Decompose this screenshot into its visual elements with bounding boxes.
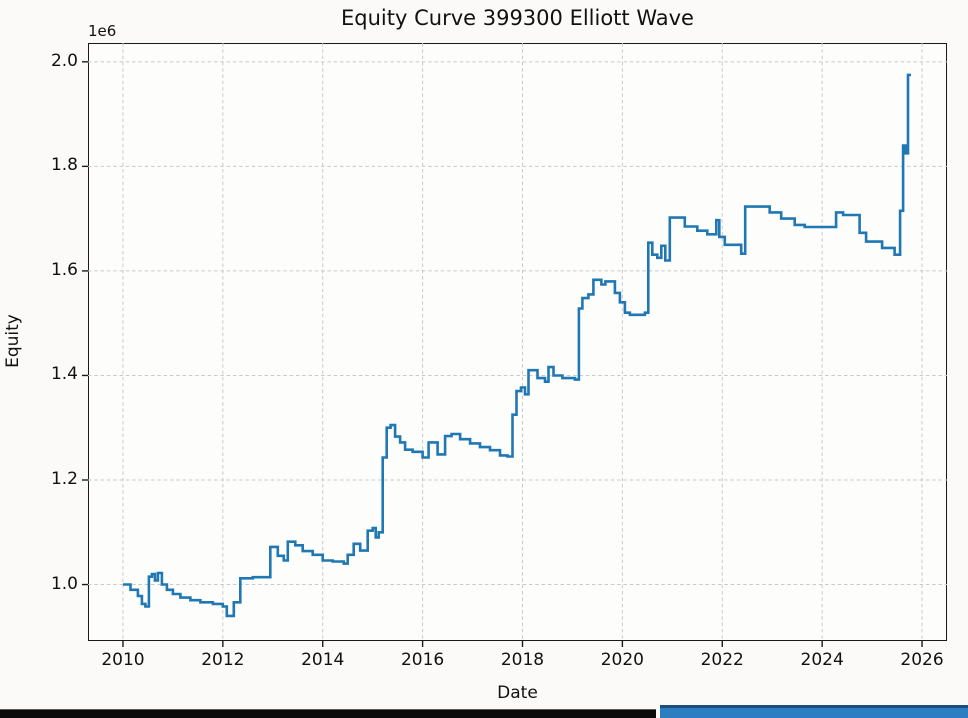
background-window-strip-right[interactable] xyxy=(660,705,968,718)
background-window-strip-left[interactable] xyxy=(0,709,656,718)
x-tick-label: 2010 xyxy=(101,650,145,670)
y-axis-offset-label: 1e6 xyxy=(88,22,117,40)
y-tick-label: 1.0 xyxy=(50,573,78,594)
y-tick-label: 1.6 xyxy=(50,259,78,280)
x-tick-label: 2014 xyxy=(301,650,345,670)
y-tick-label: 2.0 xyxy=(50,50,78,71)
x-tick-label: 2012 xyxy=(201,650,245,670)
x-axis-label: Date xyxy=(497,683,538,703)
x-tick-label: 2024 xyxy=(800,650,844,670)
x-tick-label: 2018 xyxy=(500,650,545,670)
equity-curve-line xyxy=(123,73,911,618)
x-tick-label: 2026 xyxy=(900,650,944,670)
x-tick-label: 2016 xyxy=(400,650,445,670)
chart-title: Equity Curve 399300 Elliott Wave xyxy=(341,6,694,30)
y-tick-label: 1.2 xyxy=(50,469,78,489)
x-tick-label: 2020 xyxy=(600,650,644,670)
y-tick-label: 1.8 xyxy=(50,155,78,176)
plot-area xyxy=(88,43,947,641)
y-tick-label: 1.4 xyxy=(50,364,78,385)
x-tick-label: 2022 xyxy=(700,650,744,670)
